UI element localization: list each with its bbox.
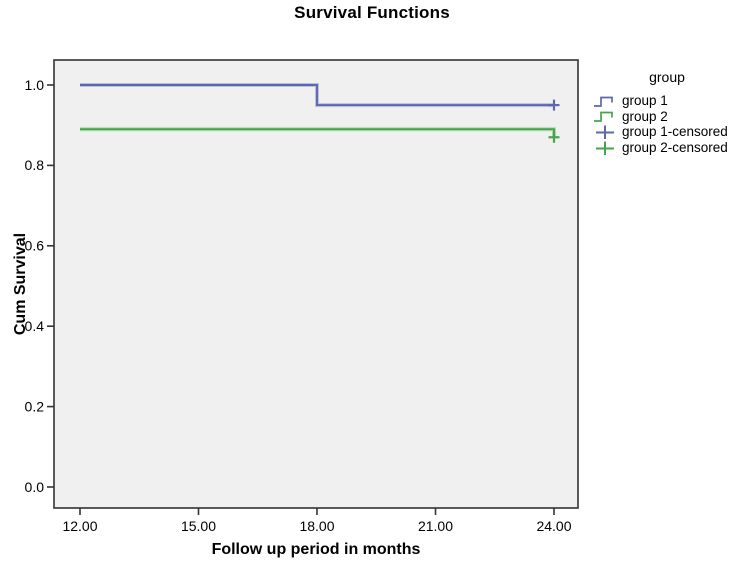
censored-plus-icon xyxy=(596,141,614,155)
legend: group group 1 group 2 group 1-censored grou… xyxy=(592,69,742,155)
censored-plus-icon xyxy=(596,125,614,139)
x-tick-label: 21.00 xyxy=(418,518,453,534)
y-tick-label: 0.6 xyxy=(25,238,45,254)
y-tick-label: 0.2 xyxy=(25,398,45,414)
step-line-icon xyxy=(594,96,613,107)
legend-entry-label: group 1 xyxy=(622,93,668,108)
legend-entry: group 1-censored xyxy=(592,124,742,140)
legend-entry-label: group 2 xyxy=(622,108,668,124)
y-tick-label: 0.0 xyxy=(25,479,45,495)
x-tick-label: 12.00 xyxy=(62,518,97,534)
legend-entry: group 2 xyxy=(592,109,742,125)
legend-entry: group 1 xyxy=(592,93,742,109)
x-tick-label: 24.00 xyxy=(536,518,571,534)
y-axis-label: Cum Survival xyxy=(12,232,29,336)
legend-entries: group 1 group 2 group 1-censored group 2-ce… xyxy=(592,93,742,155)
x-tick-label: 18.00 xyxy=(299,518,334,534)
legend-title: group xyxy=(649,69,685,85)
legend-entry: group 2-censored xyxy=(592,140,742,156)
x-axis-label: Follow up period in months xyxy=(211,541,421,558)
legend-entry-label: group 2-censored xyxy=(622,139,728,155)
chart-title: Survival Functions xyxy=(294,3,450,22)
y-tick-label: 0.8 xyxy=(25,157,45,173)
series-line-group-1 xyxy=(80,84,554,107)
plot-frame xyxy=(53,59,579,509)
x-tick-label: 15.00 xyxy=(181,518,216,534)
step-line-icon xyxy=(594,112,613,123)
y-tick-label: 1.0 xyxy=(25,77,45,93)
y-tick-label: 0.4 xyxy=(25,318,45,334)
legend-entry-label: group 1-censored xyxy=(622,124,728,140)
